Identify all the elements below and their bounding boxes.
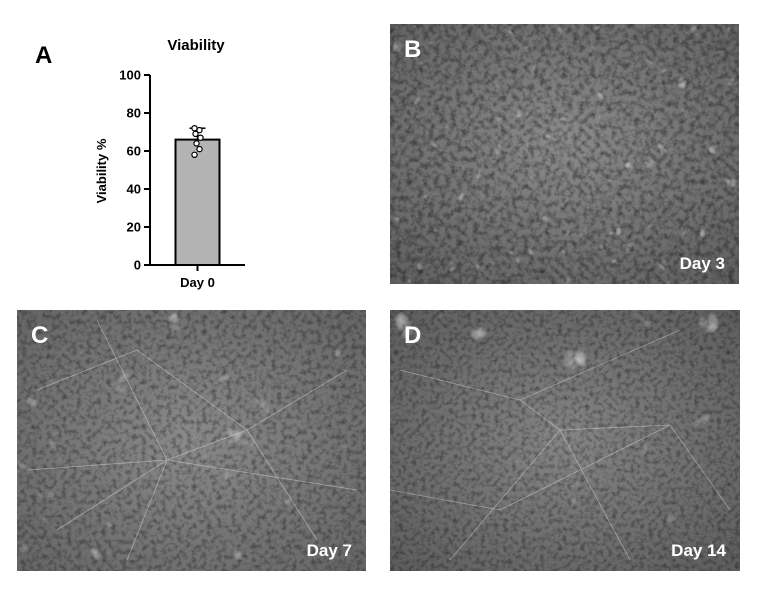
day-7-label: Day 7: [306, 541, 352, 560]
y-tick-label: 0: [134, 258, 141, 273]
x-axis: Day 0: [149, 264, 245, 290]
panel-d-label: D: [404, 322, 422, 349]
data-point: [191, 151, 198, 159]
y-axis-label: Viability %: [94, 138, 109, 203]
chart-title: Viability: [167, 37, 225, 54]
data-point: [196, 145, 203, 153]
y-axis: 0 20 40 60 80 100: [119, 68, 151, 273]
day-3-label: Day 3: [679, 254, 725, 273]
y-tick-label: 80: [127, 106, 141, 121]
y-tick-label: 60: [127, 144, 141, 159]
panel-b-label: B: [404, 36, 422, 63]
cell-culture-image: [390, 24, 739, 284]
panel-a-label: A: [35, 42, 53, 69]
data-point: [197, 134, 204, 141]
y-tick-label: 20: [127, 220, 141, 235]
x-tick-label: Day 0: [180, 275, 215, 290]
data-point: [196, 126, 203, 134]
micrograph-day-14: D Day 14: [390, 310, 740, 571]
data-point: [193, 140, 200, 147]
cell-culture-image: [17, 310, 366, 571]
micrograph-day-3: B Day 3: [390, 24, 739, 284]
panel-c-label: C: [31, 322, 49, 349]
y-tick-label: 100: [119, 68, 141, 83]
bar-day-0: [174, 138, 221, 266]
micrograph-day-7: C Day 7: [17, 310, 366, 571]
data-point: [192, 130, 199, 138]
viability-chart: Viability Viability % 0 20 40 60 80 100 Day 0: [94, 37, 245, 290]
cell-culture-image: [390, 310, 740, 571]
bars: [174, 138, 221, 266]
data-points: [191, 124, 204, 159]
y-tick-label: 40: [127, 182, 141, 197]
day-14-label: Day 14: [671, 541, 726, 560]
